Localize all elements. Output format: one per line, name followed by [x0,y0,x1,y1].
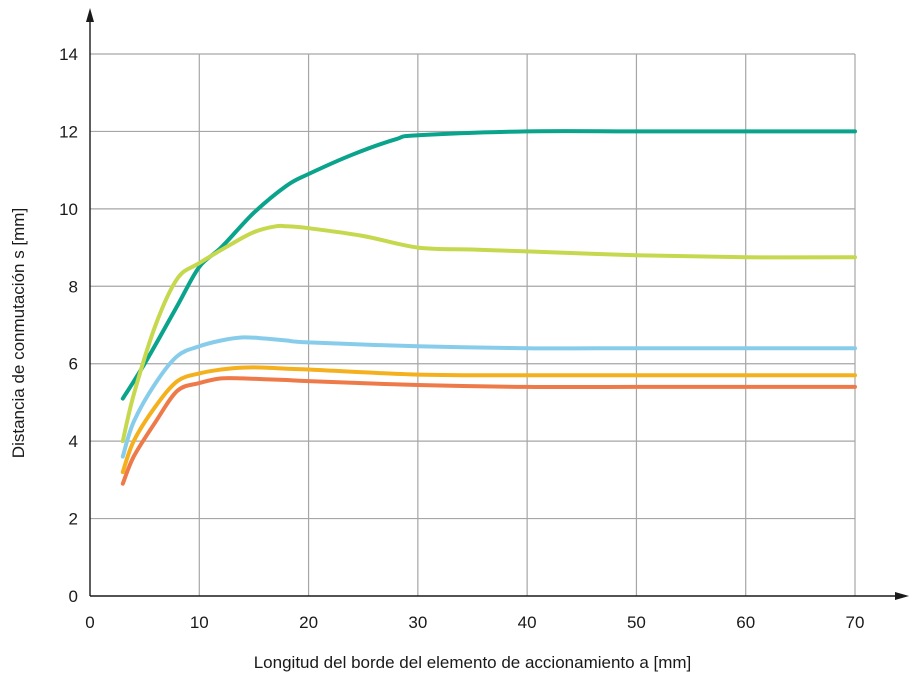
y-tick-label: 12 [59,122,78,141]
y-tick-label: 14 [59,45,78,64]
series-group [120,129,857,486]
x-tick-label: 0 [85,613,94,632]
x-tick-label: 10 [190,613,209,632]
y-tick-label: 8 [69,277,78,296]
y-tick-label: 2 [69,510,78,529]
axes [86,8,909,600]
series-line-5 [120,376,857,486]
x-tick-label: 70 [846,613,865,632]
grid [90,53,856,596]
x-tick-label: 40 [518,613,537,632]
series-line-1 [120,129,857,401]
x-tick-label: 20 [299,613,318,632]
y-tick-label: 0 [69,587,78,606]
x-axis-title: Longitud del borde del elemento de accio… [254,653,692,672]
series-line-3 [120,335,857,459]
y-tick-label: 6 [69,355,78,374]
tick-labels: 0 10 20 30 40 50 60 70 0 2 4 6 8 10 12 14 [59,45,864,632]
y-tick-label: 10 [59,200,78,219]
x-tick-label: 30 [408,613,427,632]
series-line-4 [120,365,857,475]
x-axis-arrow [895,592,909,600]
y-axis-title: Distancia de conmutación s [mm] [9,208,28,458]
x-tick-label: 50 [627,613,646,632]
series-line-2 [120,223,857,444]
x-tick-label: 60 [736,613,755,632]
y-tick-label: 4 [69,432,78,451]
y-axis-arrow [86,8,94,22]
